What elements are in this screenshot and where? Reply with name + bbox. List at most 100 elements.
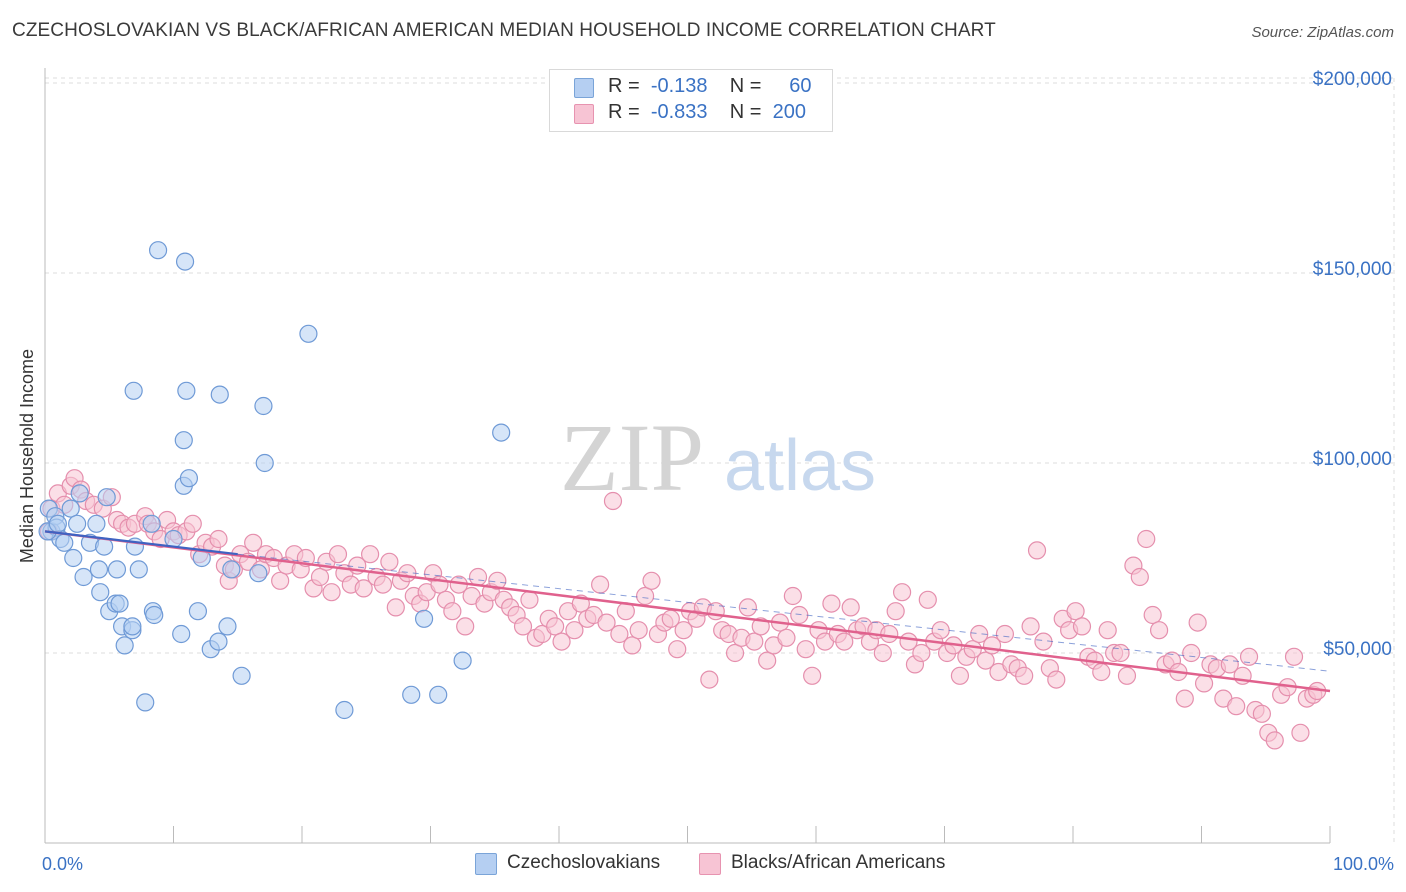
- black-african-american-point: [271, 571, 290, 590]
- black-african-american-point: [456, 617, 475, 636]
- czechoslovakian-point: [55, 533, 74, 552]
- black-african-american-point: [373, 575, 393, 594]
- czechoslovakian-point: [222, 560, 241, 579]
- black-african-american-point: [674, 621, 693, 640]
- czechoslovakian-point: [299, 324, 318, 343]
- legend-r-value: -0.833: [650, 101, 708, 123]
- czechoslovakian-point: [232, 666, 251, 685]
- black-african-american-point: [803, 666, 822, 685]
- czechoslovakian-point: [255, 453, 274, 473]
- black-african-american-point: [513, 617, 533, 636]
- black-african-american-point: [244, 533, 263, 552]
- black-african-american-point: [386, 598, 405, 617]
- black-african-american-point: [912, 643, 931, 663]
- black-african-american-point: [1265, 731, 1284, 750]
- black-african-american-point: [1092, 662, 1111, 682]
- black-african-american-point: [970, 624, 989, 644]
- black-african-american-point: [886, 602, 905, 621]
- czechoslovakian-point: [249, 564, 268, 583]
- black-african-american-point: [931, 621, 950, 640]
- black-african-american-point: [1284, 647, 1304, 666]
- legend-n-label: N =: [729, 101, 762, 123]
- black-african-american-point: [1291, 723, 1310, 742]
- black-african-american-point: [354, 579, 373, 598]
- trend-line-black-african-american: [44, 530, 1331, 693]
- black-african-american-point: [1149, 621, 1169, 640]
- black-african-american-point: [310, 567, 330, 587]
- black-african-american-point: [1117, 666, 1137, 685]
- black-african-american-point: [835, 632, 854, 651]
- black-african-american-point: [777, 628, 796, 647]
- czechoslovakian-point: [172, 624, 191, 644]
- czechoslovakian-point: [115, 636, 134, 655]
- czechoslovakian-point: [177, 381, 196, 400]
- czechoslovakian-point: [414, 609, 434, 628]
- black-african-american-point: [758, 651, 777, 670]
- black-african-american-point: [1137, 529, 1156, 549]
- czechoslovakian-point: [179, 469, 199, 488]
- black-african-american-point: [841, 598, 860, 617]
- black-african-american-point: [1111, 643, 1130, 663]
- black-african-american-point: [623, 636, 642, 655]
- czechoslovakian-point: [136, 693, 155, 712]
- black-african-american-point: [322, 583, 341, 602]
- black-african-american-point: [642, 571, 661, 590]
- trend-lines: [44, 530, 1331, 693]
- black-african-american-point: [488, 571, 507, 590]
- black-african-american-point: [565, 621, 584, 640]
- trend-line-czechoslovakian-extension: [237, 553, 1331, 672]
- legend-n-value: 60: [789, 75, 812, 97]
- czechoslovakian-point: [209, 632, 228, 651]
- black-african-american-point: [700, 670, 719, 689]
- black-african-american-point: [796, 640, 815, 659]
- legend-n-value: 200: [772, 101, 806, 123]
- black-african-american-point: [1098, 621, 1117, 640]
- watermark-atlas: atlas: [724, 426, 876, 506]
- czechoslovakian-point: [429, 685, 448, 704]
- legend-r-value: -0.138: [650, 75, 708, 97]
- black-african-american-point: [995, 624, 1014, 644]
- black-african-american-point: [546, 617, 565, 636]
- black-african-american-point: [918, 590, 937, 609]
- black-african-american-point: [520, 590, 539, 609]
- black-african-american-point: [790, 605, 809, 625]
- chart-title: CZECHOSLOVAKIAN VS BLACK/AFRICAN AMERICA…: [12, 20, 996, 41]
- czechoslovakian-point: [89, 560, 109, 579]
- black-african-american-point: [1047, 670, 1066, 689]
- czechoslovakian-point: [254, 396, 273, 416]
- data-points: [38, 241, 1327, 750]
- black-african-american-point: [603, 491, 623, 511]
- trend-line-czechoslovakian: [44, 530, 238, 556]
- black-african-american-point: [468, 567, 488, 587]
- black-african-american-point: [880, 624, 899, 644]
- black-african-american-point: [745, 632, 764, 651]
- black-african-american-point: [1027, 541, 1047, 560]
- black-african-american-point: [892, 583, 912, 602]
- y-tick-label: $150,000: [1313, 259, 1392, 280]
- czechoslovakian-point: [218, 617, 237, 636]
- legend-r-label: R =: [608, 101, 640, 123]
- legend-label: Blacks/African Americans: [731, 852, 946, 873]
- czechoslovakian-point: [110, 594, 129, 613]
- source-label: Source: ZipAtlas.com: [1251, 24, 1394, 41]
- czechoslovakian-point: [402, 685, 421, 704]
- black-african-american-point: [361, 545, 380, 564]
- black-african-american-point: [183, 514, 202, 533]
- black-african-american-point: [1066, 602, 1085, 621]
- x-tick-label: 100.0%: [1333, 854, 1394, 874]
- legend-label: Czechoslovakians: [507, 852, 661, 873]
- czechoslovakian-point: [124, 381, 143, 400]
- black-african-american-point: [629, 621, 648, 640]
- y-tick-label: $200,000: [1313, 69, 1392, 90]
- czechoslovakian-point: [61, 499, 80, 518]
- black-african-american-point: [1015, 666, 1034, 685]
- czechoslovakian-point: [48, 514, 67, 533]
- czechoslovakian-point: [453, 651, 472, 670]
- black-african-american-point: [738, 598, 757, 617]
- black-african-american-point: [328, 545, 348, 564]
- black-african-american-point: [751, 617, 770, 636]
- legend-swatch-blue: [475, 853, 497, 875]
- czechoslovakian-point: [64, 548, 83, 568]
- black-african-american-point: [1194, 674, 1214, 693]
